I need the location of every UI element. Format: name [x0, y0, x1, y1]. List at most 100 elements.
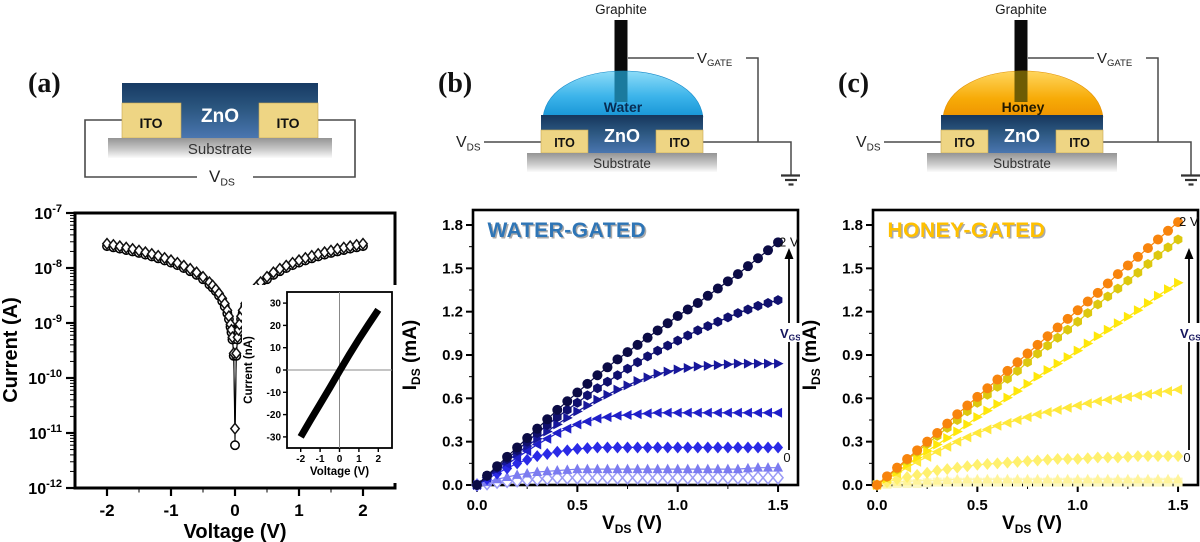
- marker-diamond: [642, 441, 653, 454]
- marker-diamond: [592, 441, 603, 454]
- marker-triangle-left: [1092, 396, 1102, 407]
- marker-triangle-right: [603, 389, 613, 400]
- marker-triangle-up: [522, 467, 533, 478]
- marker-triangle-left: [772, 407, 783, 418]
- marker-triangle-up: [763, 462, 774, 472]
- zno-label: ZnO: [1004, 126, 1040, 146]
- panel-label-c: (c): [838, 68, 869, 99]
- marker-circle: [1052, 322, 1063, 333]
- x-tick-label: 0.5: [567, 497, 588, 514]
- x-tick-label: 1.5: [1168, 497, 1189, 514]
- marker-triangle-up: [1012, 473, 1023, 484]
- marker-diamond-open: [357, 237, 369, 251]
- marker-triangle-up: [1022, 473, 1033, 484]
- marker-triangle-up: [732, 463, 743, 474]
- marker-diamond: [712, 441, 723, 454]
- panel-c: (c) Graphite Honey ZnO ITO ITO Substrate…: [800, 0, 1200, 542]
- marker-circle: [932, 428, 943, 439]
- marker-hexagon: [623, 363, 632, 374]
- inset-x-tick-label: 2: [376, 454, 382, 465]
- marker-circle: [602, 362, 613, 373]
- marker-triangle-right: [943, 433, 953, 444]
- marker-diamond: [932, 464, 943, 477]
- marker-diamond: [773, 441, 784, 454]
- ito-label-left: ITO: [139, 115, 162, 131]
- series-vgs-2-v: [872, 217, 1184, 490]
- marker-circle: [1042, 331, 1053, 342]
- series-vgs-1.33-v: [873, 277, 1184, 490]
- marker-triangle-left: [611, 410, 622, 421]
- marker-diamond: [742, 441, 753, 454]
- marker-circle: [532, 423, 543, 434]
- marker-triangle-left: [632, 409, 642, 420]
- y-tick-label: 10-9: [34, 313, 62, 333]
- inset-y-tick-label: -30: [267, 432, 282, 443]
- bottom-gate-label: 0: [1183, 450, 1190, 465]
- marker-hexagon: [643, 351, 652, 362]
- vgs-label: VGS: [1180, 326, 1200, 343]
- marker-hexagon: [1063, 324, 1072, 335]
- marker-diamond-open: [741, 470, 754, 485]
- vds-label: VDS: [456, 134, 481, 154]
- marker-hexagon: [673, 335, 682, 346]
- x-tick-label: 0.0: [867, 497, 888, 514]
- marker-circle: [1132, 251, 1143, 262]
- marker-circle-open: [230, 440, 240, 451]
- ito-label-right: ITO: [669, 136, 690, 150]
- vgate-label: VGATE: [1097, 50, 1132, 69]
- marker-diamond: [1082, 452, 1093, 465]
- marker-hexagon: [1053, 332, 1062, 343]
- y-tick-label: 0.3: [442, 434, 463, 451]
- marker-triangle-left: [642, 408, 652, 419]
- drain-ground-wire: [1103, 141, 1192, 175]
- marker-hexagon: [1103, 291, 1113, 302]
- marker-hexagon: [683, 330, 693, 341]
- marker-triangle-up: [1152, 473, 1163, 484]
- marker-diamond-open: [261, 270, 273, 284]
- marker-circle: [972, 391, 983, 402]
- marker-triangle-up: [572, 463, 583, 474]
- marker-triangle-up: [952, 473, 963, 484]
- marker-hexagon: [1093, 299, 1103, 310]
- y-tick-label: 10-8: [34, 258, 62, 278]
- marker-triangle-right: [963, 419, 973, 430]
- marker-triangle-right: [933, 439, 943, 450]
- liquid-label: Water: [604, 99, 643, 115]
- marker-hexagon: [653, 345, 662, 356]
- bottom-gate-label: 0: [783, 450, 790, 465]
- marker-triangle-left: [1022, 412, 1032, 423]
- marker-diamond: [682, 441, 693, 454]
- marker-triangle-up: [1072, 473, 1083, 484]
- marker-triangle-up: [672, 463, 683, 474]
- marker-diamond-open: [691, 470, 704, 485]
- drain-ground-wire: [703, 141, 792, 175]
- marker-circle: [882, 471, 893, 482]
- marker-diamond-open: [121, 241, 132, 255]
- marker-triangle-up: [1032, 473, 1043, 484]
- marker-triangle-up: [1062, 473, 1073, 484]
- marker-triangle-left: [991, 420, 1002, 431]
- marker-triangle-up: [1082, 473, 1093, 484]
- marker-triangle-right: [1053, 358, 1064, 369]
- marker-hexagon: [1033, 348, 1042, 359]
- marker-diamond-open: [231, 346, 242, 360]
- x-tick-label: 0: [230, 501, 239, 520]
- marker-hexagon: [743, 304, 753, 315]
- marker-triangle-right: [774, 358, 784, 369]
- marker-diamond-open: [641, 470, 654, 485]
- marker-circle: [632, 339, 643, 350]
- substrate-layer: [927, 153, 1117, 172]
- marker-triangle-up: [602, 463, 613, 474]
- marker-diamond-open: [651, 470, 664, 485]
- marker-triangle-up: [702, 463, 713, 474]
- marker-hexagon: [713, 316, 723, 327]
- marker-diamond: [992, 457, 1003, 470]
- schematic-honey-gated: (c) Graphite Honey ZnO ITO ITO Substrate…: [838, 2, 1200, 186]
- marker-triangle-left: [561, 423, 572, 434]
- marker-triangle-up: [612, 463, 623, 474]
- marker-triangle-right: [623, 380, 634, 391]
- marker-circle: [582, 378, 593, 389]
- marker-hexagon: [753, 300, 763, 311]
- vds-label: VDS: [209, 167, 235, 189]
- marker-triangle-left: [752, 407, 762, 418]
